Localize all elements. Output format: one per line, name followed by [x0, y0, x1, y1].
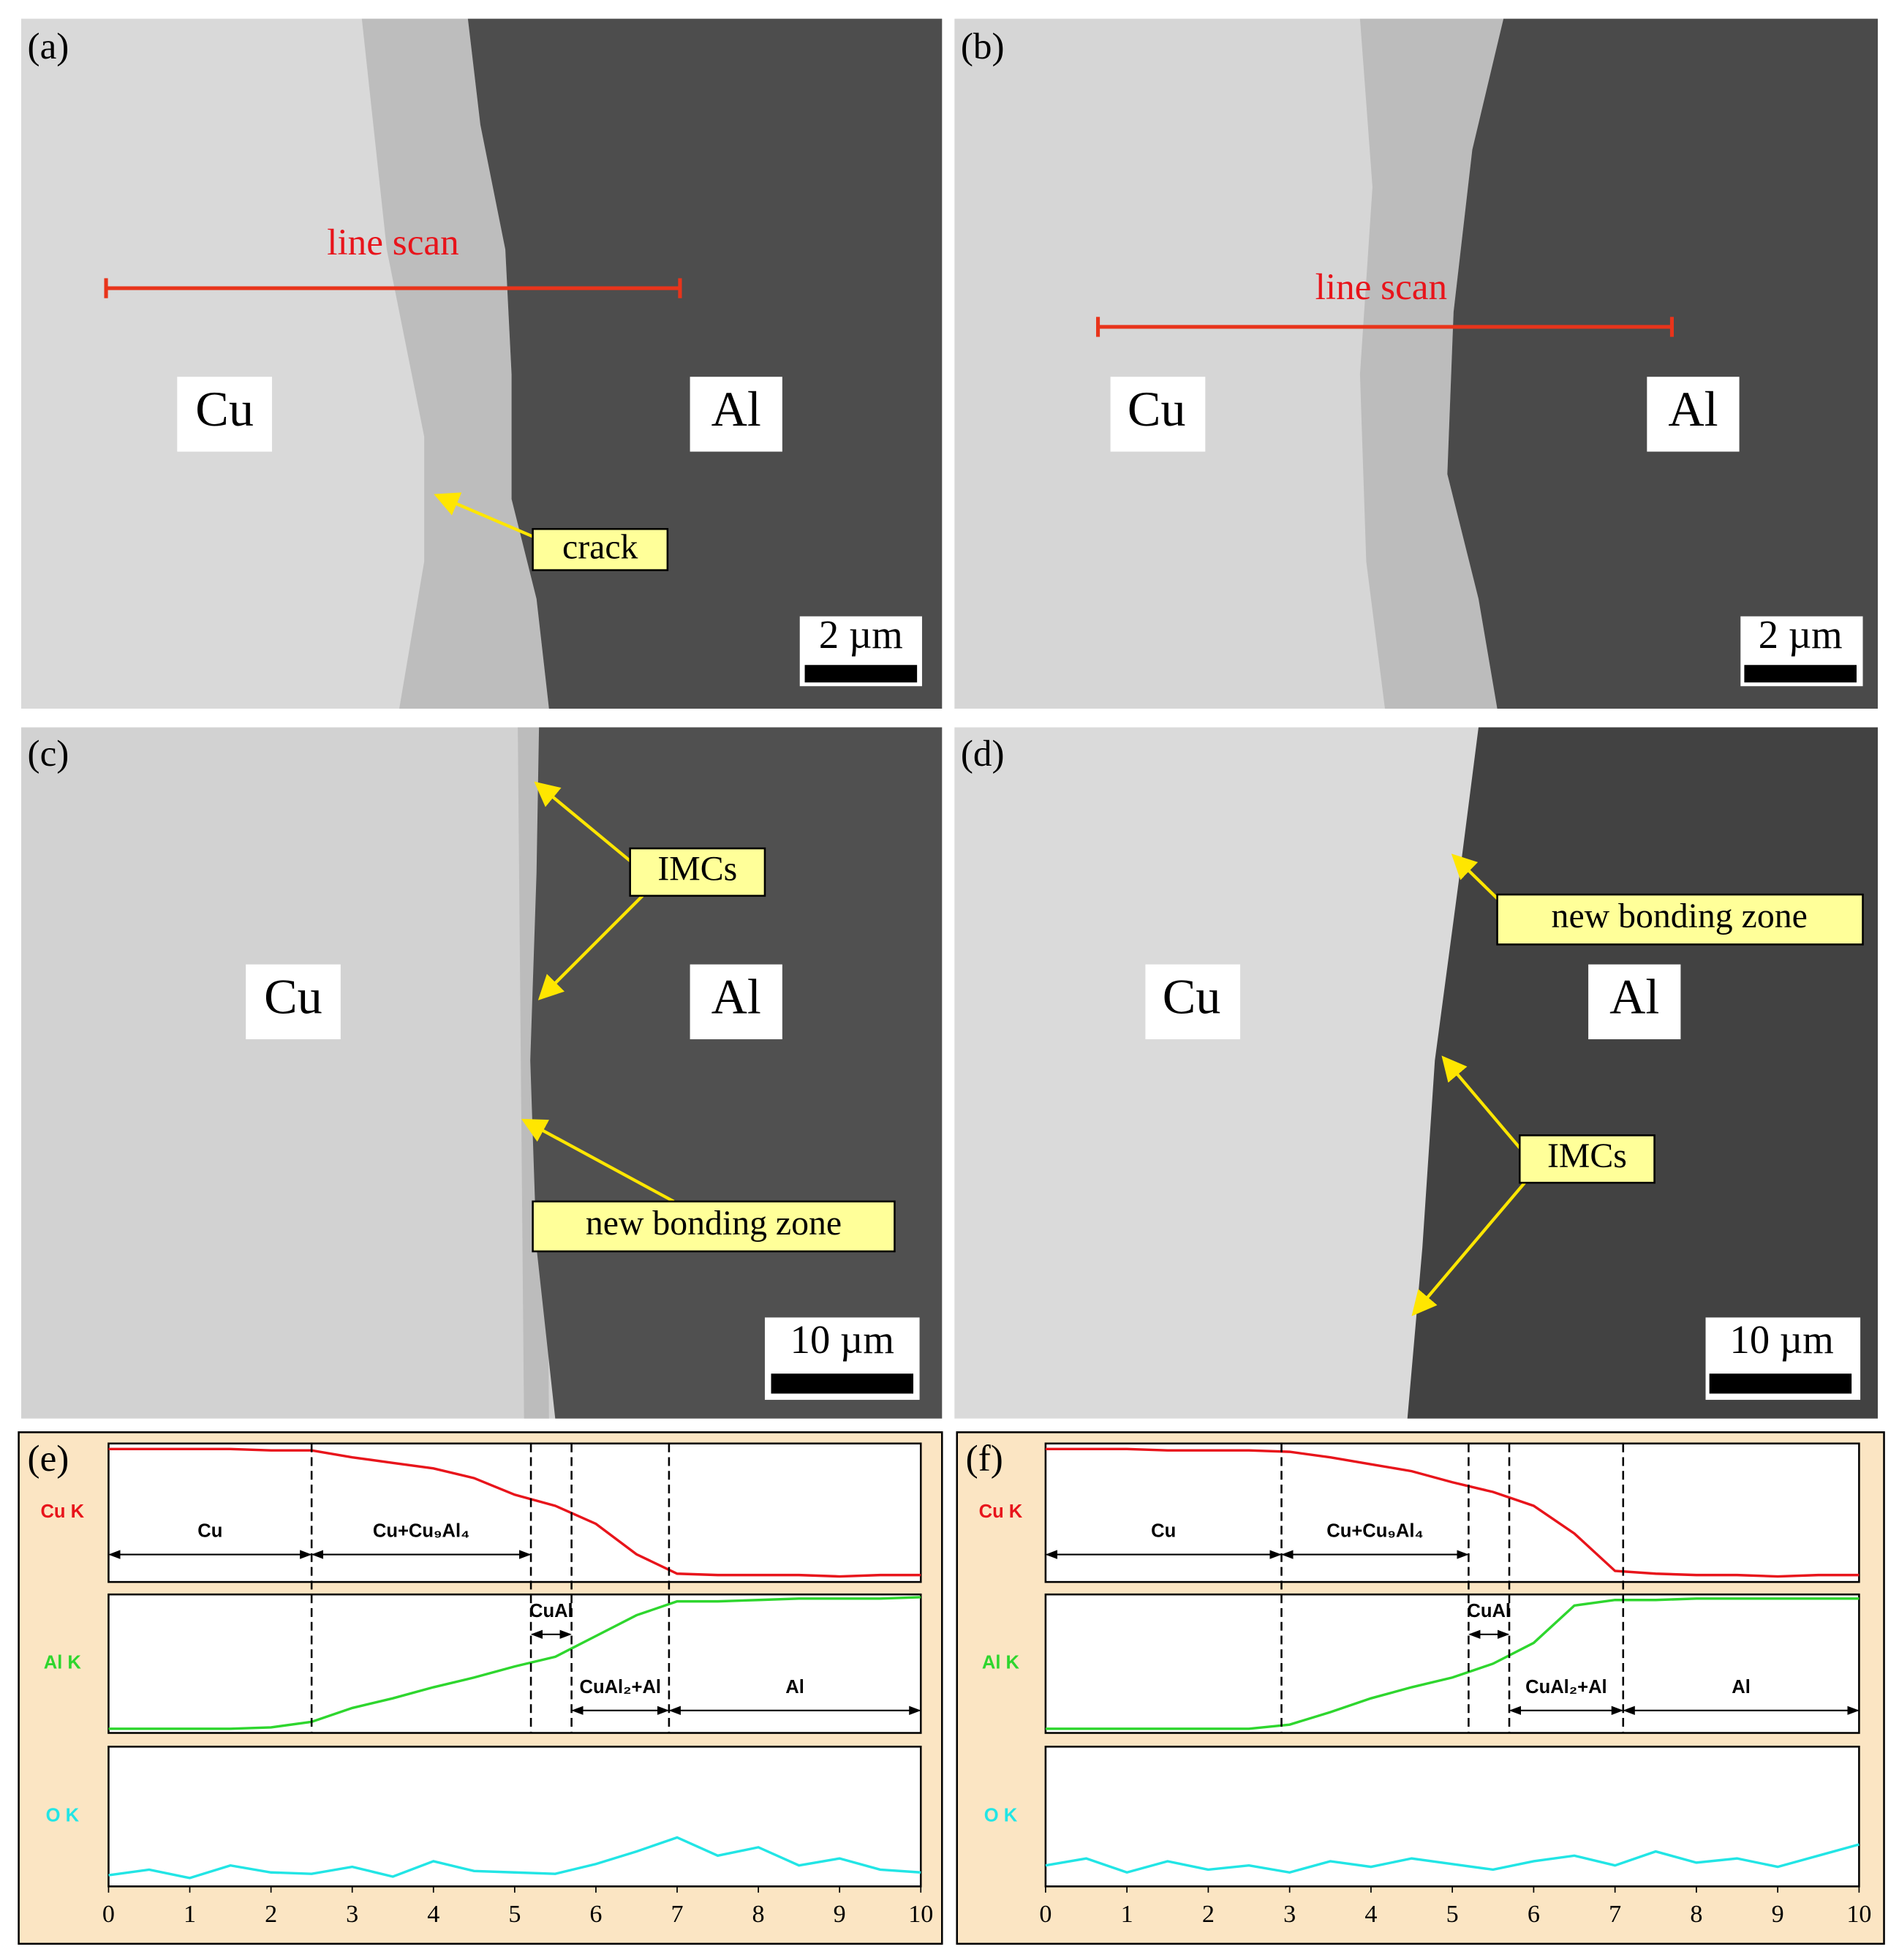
signal-line — [108, 1596, 921, 1730]
x-tick-label: 10 — [1846, 1901, 1871, 1928]
row-label: Al K — [44, 1653, 82, 1673]
callout: crack — [562, 527, 638, 566]
region-label: CuAl — [529, 1601, 573, 1621]
x-tick-label: 3 — [1283, 1901, 1296, 1928]
al-label: Al — [1668, 381, 1718, 437]
signal-line — [1045, 1597, 1860, 1730]
al-label: Al — [711, 381, 761, 437]
row-frame — [107, 1746, 922, 1888]
line-scan-chart: Cu K Al K O K Cu Cu+Cu₉Al₄ CuAl CuAl₂+Al Al (e) 0… — [18, 1431, 943, 1945]
row-label: O K — [46, 1806, 80, 1826]
x-tick-label: 5 — [508, 1901, 521, 1928]
row-frame — [1044, 1442, 1860, 1583]
x-tick-label: 7 — [1609, 1901, 1621, 1928]
panel-label: (c) — [28, 733, 69, 774]
cu-label: Cu — [1163, 969, 1221, 1025]
signal-line — [108, 1836, 921, 1880]
x-tick-label: 4 — [427, 1901, 439, 1928]
region-label: Cu — [1151, 1521, 1176, 1542]
callout: IMCs — [1547, 1137, 1627, 1175]
al-label: Al — [1609, 969, 1659, 1025]
region-label: Al — [785, 1677, 804, 1697]
cu-label: Cu — [264, 969, 322, 1025]
region-label: Cu+Cu₉Al₄ — [373, 1521, 469, 1542]
scale-bar-label: 2 µm — [819, 612, 903, 657]
line-scan-label: line scan — [327, 222, 458, 263]
line-scan-label: line scan — [1315, 266, 1447, 308]
region-label: Cu+Cu₉Al₄ — [1326, 1521, 1423, 1542]
x-tick-label: 5 — [1446, 1901, 1459, 1928]
panel-label: (a) — [28, 26, 69, 67]
callout: new bonding zone — [586, 1204, 842, 1243]
x-tick-label: 1 — [1121, 1901, 1133, 1928]
row-label: O K — [984, 1806, 1018, 1826]
row-frame — [107, 1442, 922, 1583]
scale-bar-label: 2 µm — [1759, 612, 1843, 657]
x-tick-label: 2 — [1202, 1901, 1215, 1928]
panel-label: (d) — [961, 733, 1005, 774]
x-tick-label: 0 — [102, 1901, 115, 1928]
x-tick-label: 2 — [265, 1901, 277, 1928]
region-label: Al — [1732, 1677, 1751, 1697]
al-label: Al — [711, 969, 761, 1025]
x-tick-label: 7 — [671, 1901, 683, 1928]
x-tick-label: 8 — [1690, 1901, 1702, 1928]
sem-panel: (a) line scan Cu Al crack 2 µm — [21, 18, 943, 709]
region-label: CuAl₂+Al — [579, 1677, 661, 1697]
row-label: Cu K — [979, 1501, 1023, 1522]
x-tick-label: 8 — [752, 1901, 765, 1928]
scale-bar-label: 10 µm — [790, 1317, 894, 1362]
panel-label: (e) — [28, 1438, 69, 1480]
x-tick-label: 6 — [589, 1901, 602, 1928]
row-frame — [107, 1593, 922, 1734]
sem-panel: (b) line scan Cu Al 2 µm — [954, 18, 1878, 709]
signal-line — [108, 1447, 921, 1578]
x-tick-label: 9 — [1772, 1901, 1784, 1928]
line-scan-chart: Cu K Al K O K Cu Cu+Cu₉Al₄ CuAl CuAl₂+Al Al (f) 0… — [956, 1431, 1885, 1945]
x-tick-label: 1 — [184, 1901, 196, 1928]
region-label: CuAl₂+Al — [1525, 1677, 1607, 1697]
region-label: Cu — [197, 1521, 222, 1542]
cu-label: Cu — [1128, 381, 1186, 437]
x-tick-label: 9 — [834, 1901, 846, 1928]
panel-label: (f) — [966, 1438, 1003, 1480]
x-tick-label: 4 — [1364, 1901, 1377, 1928]
cu-label: Cu — [195, 381, 254, 437]
sem-panel: (c) Cu Al IMCs new bonding zone 10 µm — [21, 727, 943, 1419]
x-tick-label: 0 — [1039, 1901, 1052, 1928]
x-tick-label: 6 — [1528, 1901, 1540, 1928]
region-label: CuAl — [1467, 1601, 1511, 1621]
x-tick-label: 10 — [908, 1901, 933, 1928]
signal-line — [1045, 1447, 1860, 1578]
row-label: Al K — [982, 1653, 1020, 1673]
callout: new bonding zone — [1552, 897, 1808, 935]
x-tick-label: 3 — [346, 1901, 358, 1928]
signal-line — [1045, 1843, 1860, 1874]
panel-label: (b) — [961, 26, 1005, 67]
row-label: Cu K — [40, 1501, 84, 1522]
sem-panel: (d) Cu Al new bonding zone IMCs 10 µm — [954, 727, 1878, 1419]
callout: IMCs — [657, 849, 737, 888]
scale-bar-label: 10 µm — [1730, 1317, 1834, 1362]
row-frame — [1044, 1746, 1860, 1888]
row-frame — [1044, 1593, 1860, 1734]
